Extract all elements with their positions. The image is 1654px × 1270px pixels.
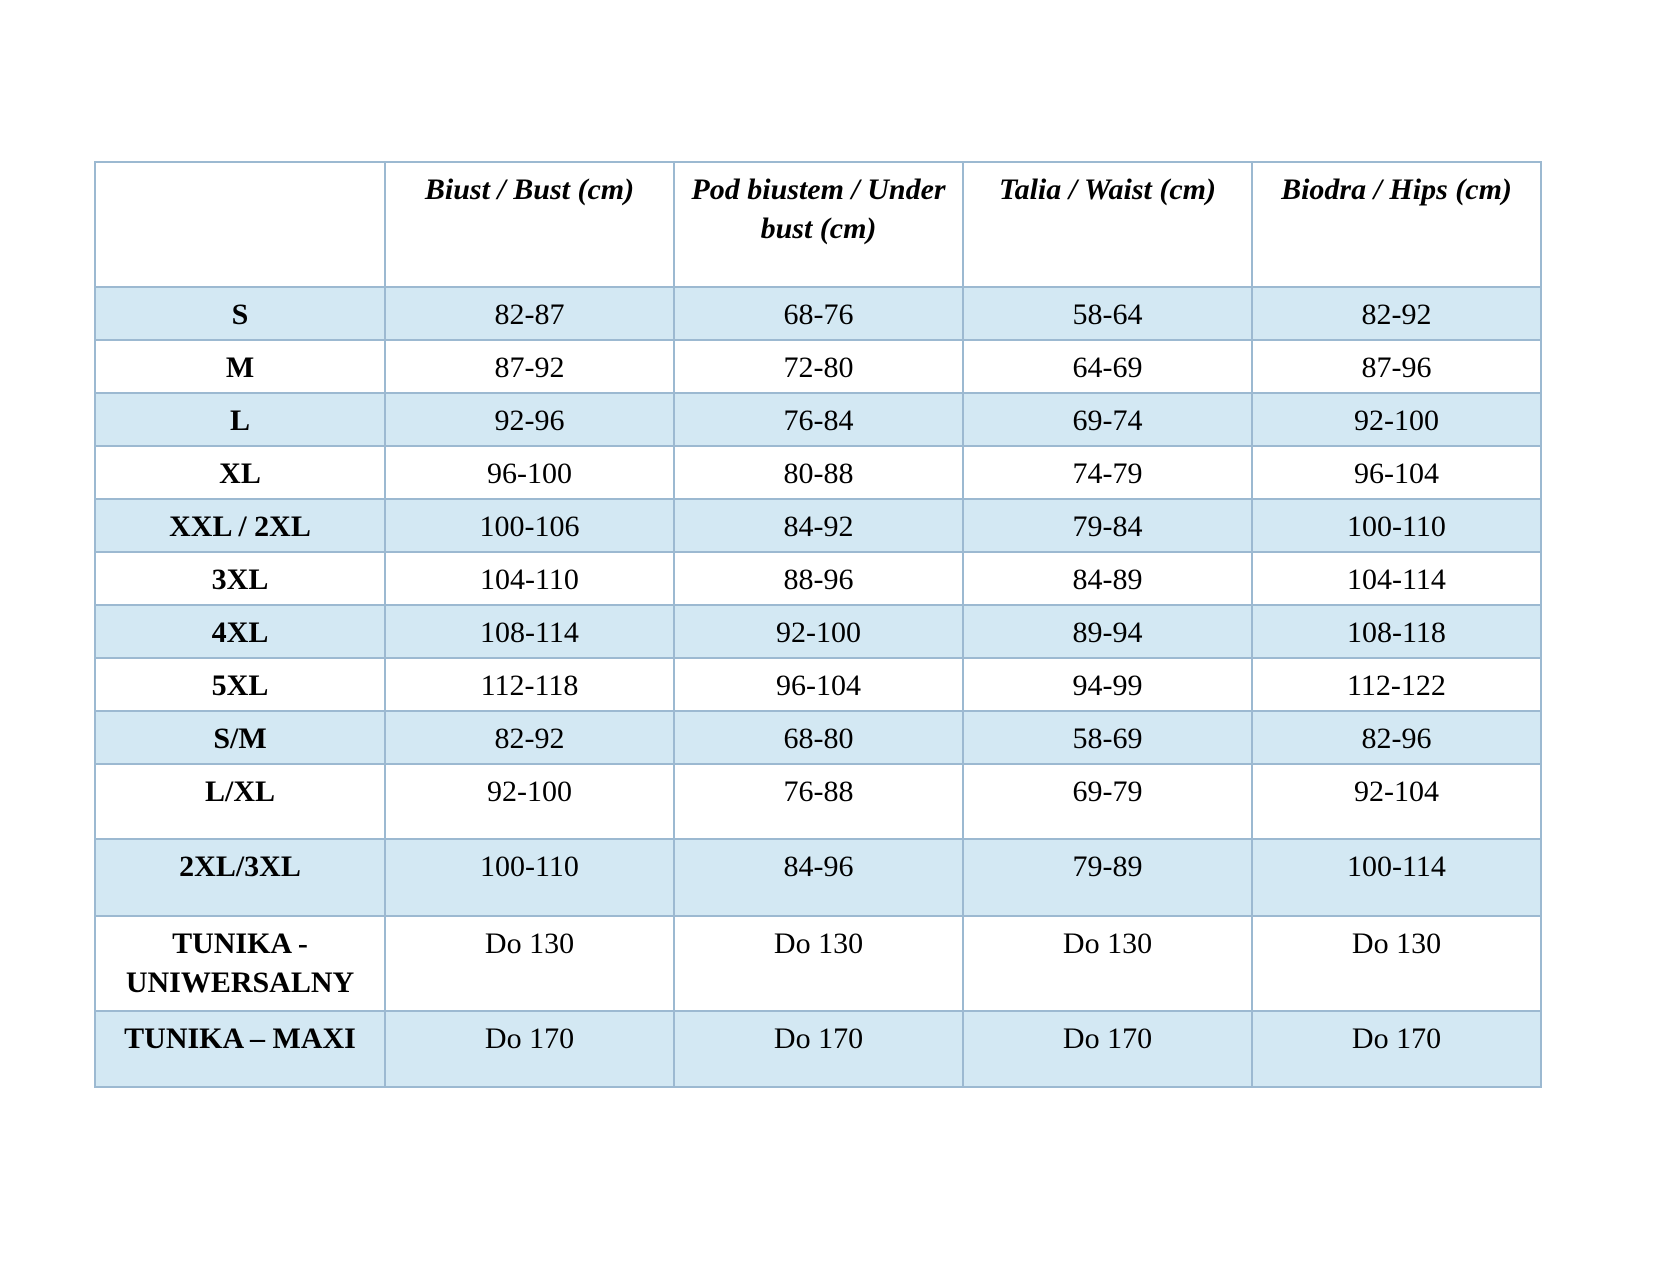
measurement-cell: 94-99	[962, 657, 1253, 712]
measurement-cell: 104-114	[1251, 551, 1542, 606]
table-row: XL 96-100 80-88 74-79 96-104	[94, 445, 1542, 500]
measurement-cell: Do 130	[384, 915, 675, 1012]
table-row: 4XL 108-114 92-100 89-94 108-118	[94, 604, 1542, 659]
measurement-cell: Do 170	[673, 1010, 964, 1088]
size-label-cell: 3XL	[94, 551, 386, 606]
table-row: S 82-87 68-76 58-64 82-92	[94, 286, 1542, 341]
measurement-cell: 92-100	[673, 604, 964, 659]
corner-cell	[94, 161, 386, 288]
measurement-cell: 87-92	[384, 339, 675, 394]
measurement-cell: 68-80	[673, 710, 964, 765]
table-row: 2XL/3XL 100-110 84-96 79-89 100-114	[94, 838, 1542, 917]
measurement-cell: 100-114	[1251, 838, 1542, 917]
measurement-cell: 89-94	[962, 604, 1253, 659]
column-header-waist: Talia / Waist (cm)	[962, 161, 1253, 288]
measurement-cell: 96-104	[673, 657, 964, 712]
size-label-cell: M	[94, 339, 386, 394]
measurement-cell: 96-100	[384, 445, 675, 500]
size-rows: S 82-87 68-76 58-64 82-92 M 87-92 72-80 64-69 87-…	[94, 286, 1542, 1088]
measurement-cell: 69-79	[962, 763, 1253, 840]
size-label-cell: L/XL	[94, 763, 386, 840]
size-chart-table: Biust / Bust (cm) Pod biustem / Under bu…	[94, 161, 1542, 1088]
size-label-cell: XL	[94, 445, 386, 500]
measurement-cell: 96-104	[1251, 445, 1542, 500]
measurement-cell: 100-110	[384, 838, 675, 917]
measurement-cell: 82-92	[1251, 286, 1542, 341]
measurement-cell: 82-87	[384, 286, 675, 341]
header-row: Biust / Bust (cm) Pod biustem / Under bu…	[94, 161, 1542, 288]
measurement-cell: 84-89	[962, 551, 1253, 606]
measurement-cell: 72-80	[673, 339, 964, 394]
measurement-cell: 79-89	[962, 838, 1253, 917]
measurement-cell: 84-96	[673, 838, 964, 917]
column-header-bust: Biust / Bust (cm)	[384, 161, 675, 288]
size-label-cell: XXL / 2XL	[94, 498, 386, 553]
measurement-cell: Do 130	[962, 915, 1253, 1012]
measurement-cell: 92-100	[1251, 392, 1542, 447]
table-row: L 92-96 76-84 69-74 92-100	[94, 392, 1542, 447]
size-label-cell: S/M	[94, 710, 386, 765]
measurement-cell: Do 130	[1251, 915, 1542, 1012]
measurement-cell: 58-69	[962, 710, 1253, 765]
table-header: Biust / Bust (cm) Pod biustem / Under bu…	[94, 161, 1542, 288]
measurement-cell: 84-92	[673, 498, 964, 553]
table-row: TUNIKA - UNIWERSALNY Do 130 Do 130 Do 130 Do…	[94, 915, 1542, 1012]
table-row: M 87-92 72-80 64-69 87-96	[94, 339, 1542, 394]
measurement-cell: 92-104	[1251, 763, 1542, 840]
size-label-cell: L	[94, 392, 386, 447]
measurement-cell: Do 170	[384, 1010, 675, 1088]
size-label-cell: 5XL	[94, 657, 386, 712]
column-header-hips: Biodra / Hips (cm)	[1251, 161, 1542, 288]
measurement-cell: 64-69	[962, 339, 1253, 394]
size-label-cell: TUNIKA – MAXI	[94, 1010, 386, 1088]
measurement-cell: 76-84	[673, 392, 964, 447]
table-row: XXL / 2XL 100-106 84-92 79-84 100-110	[94, 498, 1542, 553]
measurement-cell: 80-88	[673, 445, 964, 500]
table-row: L/XL 92-100 76-88 69-79 92-104	[94, 763, 1542, 840]
measurement-cell: 82-96	[1251, 710, 1542, 765]
measurement-cell: 82-92	[384, 710, 675, 765]
measurement-cell: 74-79	[962, 445, 1253, 500]
table-row: S/M 82-92 68-80 58-69 82-96	[94, 710, 1542, 765]
size-label-cell: 4XL	[94, 604, 386, 659]
table-row: 3XL 104-110 88-96 84-89 104-114	[94, 551, 1542, 606]
measurement-cell: 104-110	[384, 551, 675, 606]
table-row: 5XL 112-118 96-104 94-99 112-122	[94, 657, 1542, 712]
measurement-cell: 112-122	[1251, 657, 1542, 712]
measurement-cell: 100-110	[1251, 498, 1542, 553]
measurement-cell: 92-100	[384, 763, 675, 840]
measurement-cell: 100-106	[384, 498, 675, 553]
measurement-cell: 112-118	[384, 657, 675, 712]
measurement-cell: 108-118	[1251, 604, 1542, 659]
measurement-cell: 69-74	[962, 392, 1253, 447]
measurement-cell: 76-88	[673, 763, 964, 840]
measurement-cell: Do 170	[1251, 1010, 1542, 1088]
column-header-under-bust: Pod biustem / Under bust (cm)	[673, 161, 964, 288]
size-label-cell: S	[94, 286, 386, 341]
size-label-cell: 2XL/3XL	[94, 838, 386, 917]
table-row: TUNIKA – MAXI Do 170 Do 170 Do 170 Do 170	[94, 1010, 1542, 1088]
measurement-cell: 58-64	[962, 286, 1253, 341]
measurement-cell: 79-84	[962, 498, 1253, 553]
measurement-cell: 88-96	[673, 551, 964, 606]
measurement-cell: Do 130	[673, 915, 964, 1012]
measurement-cell: 87-96	[1251, 339, 1542, 394]
measurement-cell: Do 170	[962, 1010, 1253, 1088]
measurement-cell: 108-114	[384, 604, 675, 659]
measurement-cell: 92-96	[384, 392, 675, 447]
measurement-cell: 68-76	[673, 286, 964, 341]
size-label-cell: TUNIKA - UNIWERSALNY	[94, 915, 386, 1012]
